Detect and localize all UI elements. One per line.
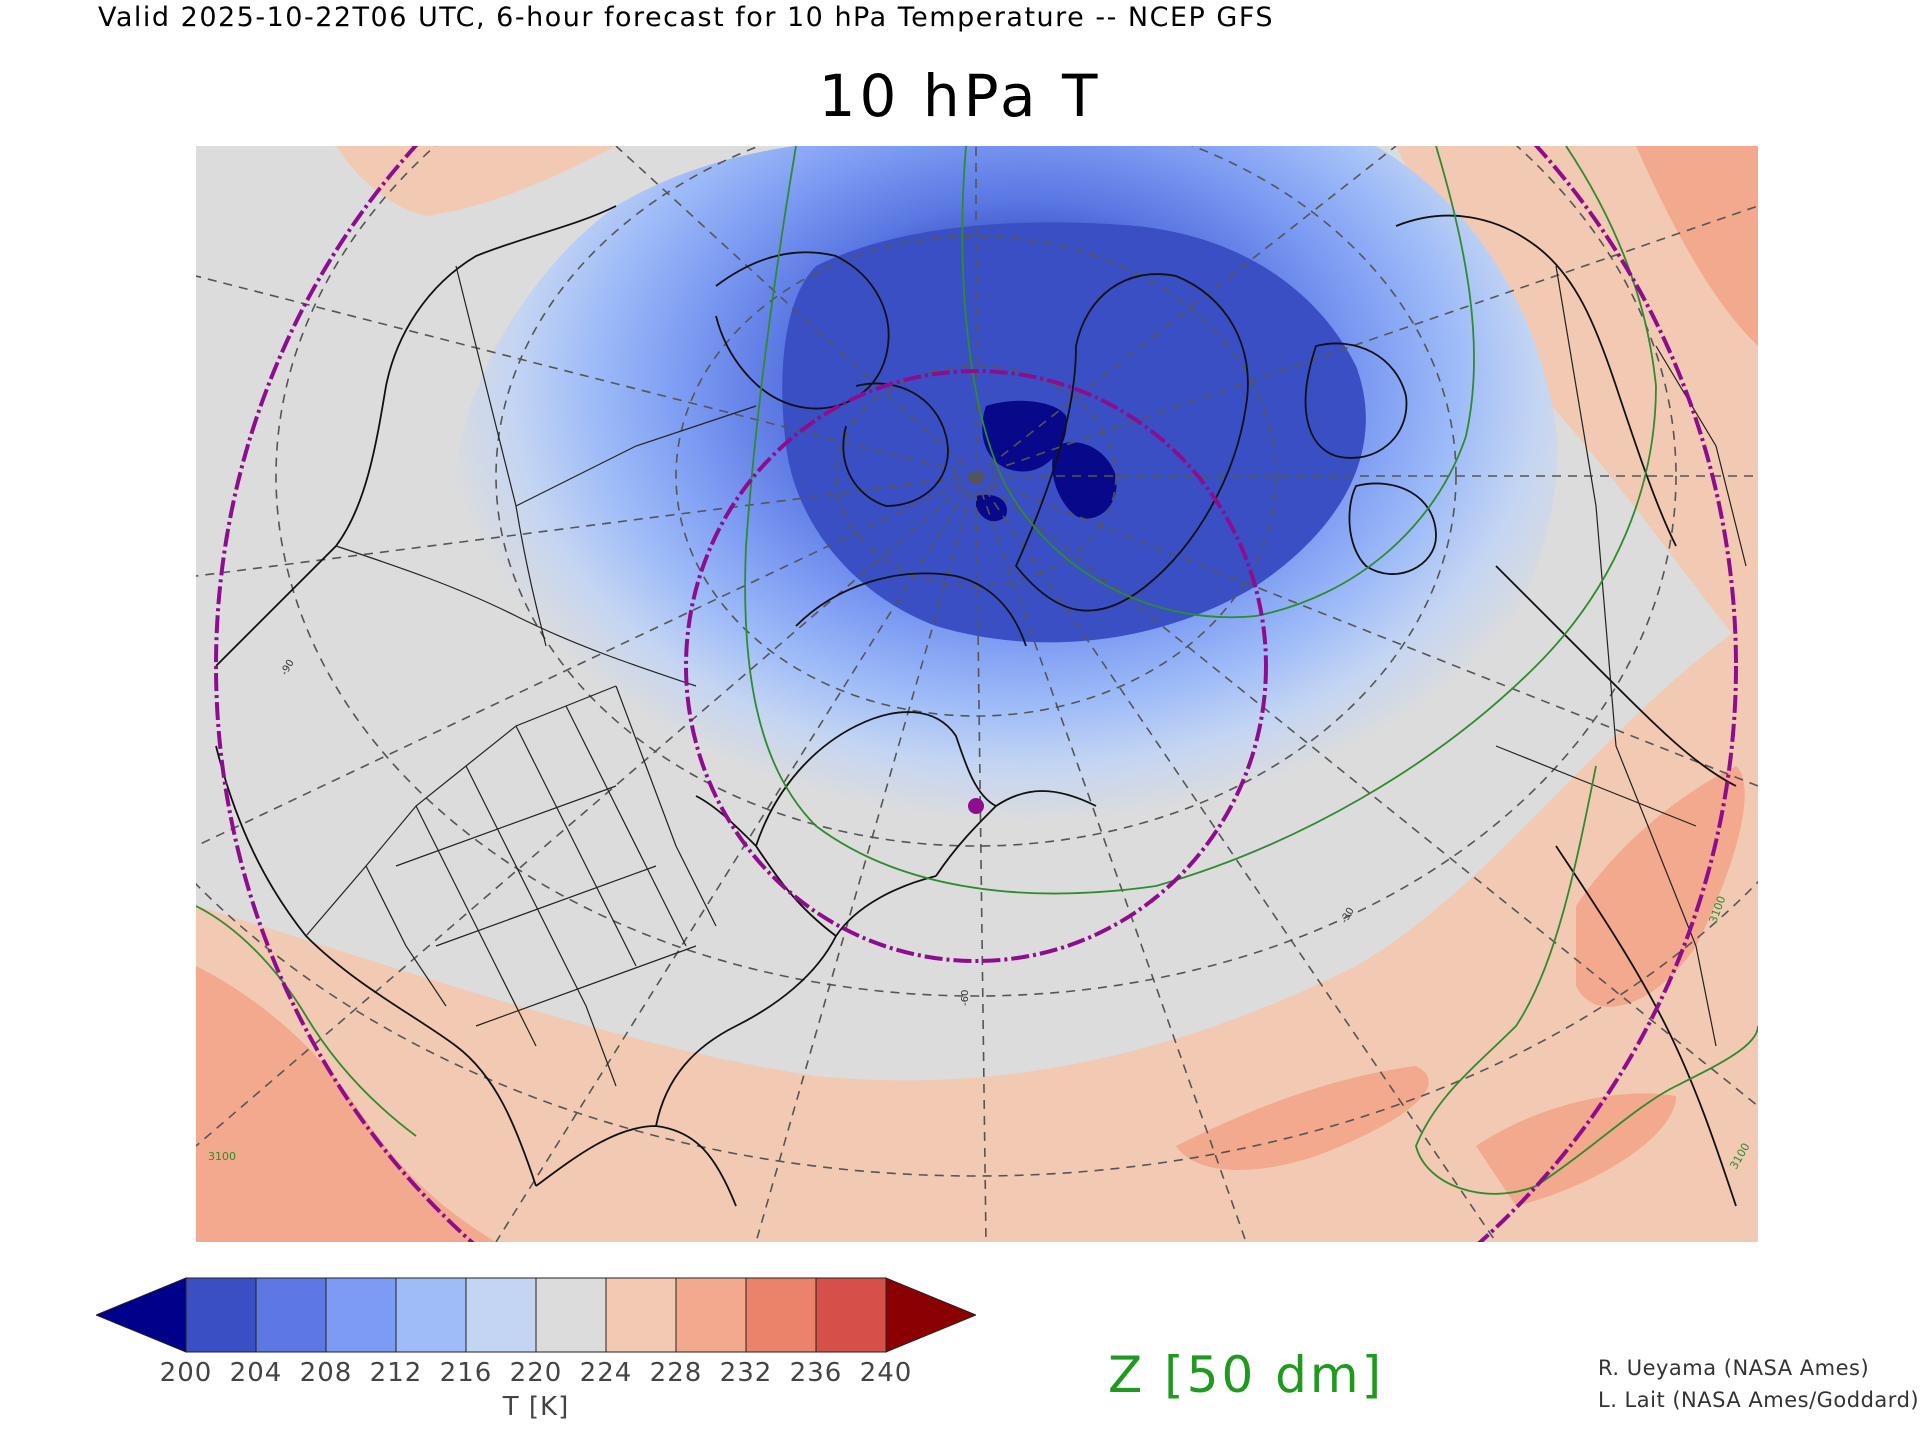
colorbar-swatch (395, 1277, 467, 1353)
colorbar-swatch (745, 1277, 817, 1353)
chart-title: 10 hPa T (818, 62, 1102, 130)
coastlines (215, 205, 1737, 1207)
warm-patch-2 (1176, 1066, 1429, 1170)
colorbar-swatch (465, 1277, 537, 1353)
colorbar-tick-label: 232 (719, 1358, 773, 1388)
polar-stereographic-map: 3100 3100 3100 -60 -30 -90 (196, 146, 1758, 1242)
location-marker (968, 798, 984, 814)
colorbar-swatch (815, 1277, 887, 1353)
warm-patch-1 (196, 966, 496, 1242)
colorbar-ticks: 200 204 208 212 216 220 224 228 232 236 240 (96, 1358, 976, 1392)
colorbar-tick-label: 208 (299, 1358, 353, 1388)
colorbar-swatch (255, 1277, 327, 1353)
colorbar-swatch (325, 1277, 397, 1353)
colorbar-overflow-triangle (885, 1277, 976, 1353)
colorbar: 200 204 208 212 216 220 224 228 232 236 240 T [K] (96, 1268, 976, 1428)
warm-patch-5 (1476, 1093, 1676, 1206)
credit-line-2: L. Lait (NASA Ames/Goddard) (1598, 1388, 1920, 1412)
colorbar-swatch (535, 1277, 607, 1353)
valid-time-header: Valid 2025-10-22T06 UTC, 6-hour forecast… (98, 2, 1275, 33)
height-contours (196, 146, 1758, 1195)
map-panel[interactable]: 3100 3100 3100 -60 -30 -90 (196, 146, 1758, 1242)
colorbar-swatch (675, 1277, 747, 1353)
outer-ring (214, 146, 1738, 1242)
meridian-label: -60 (960, 990, 971, 1006)
coldest-core-3 (976, 494, 1007, 522)
meridians (196, 146, 1758, 1242)
credits: R. Ueyama (NASA Ames) L. Lait (NASA Ames… (1598, 1352, 1919, 1416)
colorbar-tick-label: 220 (509, 1358, 563, 1388)
colorbar-underflow-triangle (96, 1277, 187, 1353)
warm-region-north-left (336, 146, 616, 216)
coldest-core-2 (1052, 442, 1117, 519)
colorbar-tick-label: 200 (159, 1358, 213, 1388)
political-borders (305, 265, 1747, 1087)
warm-patch-3 (1576, 766, 1745, 1007)
colorbar-tick-label: 216 (439, 1358, 493, 1388)
colorbar-tick-label: 236 (789, 1358, 843, 1388)
magenta-rings (214, 146, 1738, 1242)
colorbar-graphic (96, 1277, 976, 1353)
colorbar-tick-label: 240 (859, 1358, 913, 1388)
vortex-core (782, 222, 1366, 643)
credit-line-1: R. Ueyama (NASA Ames) (1598, 1356, 1870, 1380)
colorbar-tick-label: 228 (649, 1358, 703, 1388)
height-field-label: Z [50 dm] (1108, 1346, 1385, 1404)
colorbar-tick-label: 212 (369, 1358, 423, 1388)
colorbar-swatch (605, 1277, 677, 1353)
colorbar-tick-label: 204 (229, 1358, 283, 1388)
colorbar-tick-label: 224 (579, 1358, 633, 1388)
colorbar-swatch (185, 1277, 257, 1353)
colorbar-label: T [K] (502, 1392, 570, 1422)
contour-label: 3100 (208, 1150, 236, 1163)
inner-ring (684, 369, 1268, 963)
warm-patch-4 (1636, 146, 1758, 346)
